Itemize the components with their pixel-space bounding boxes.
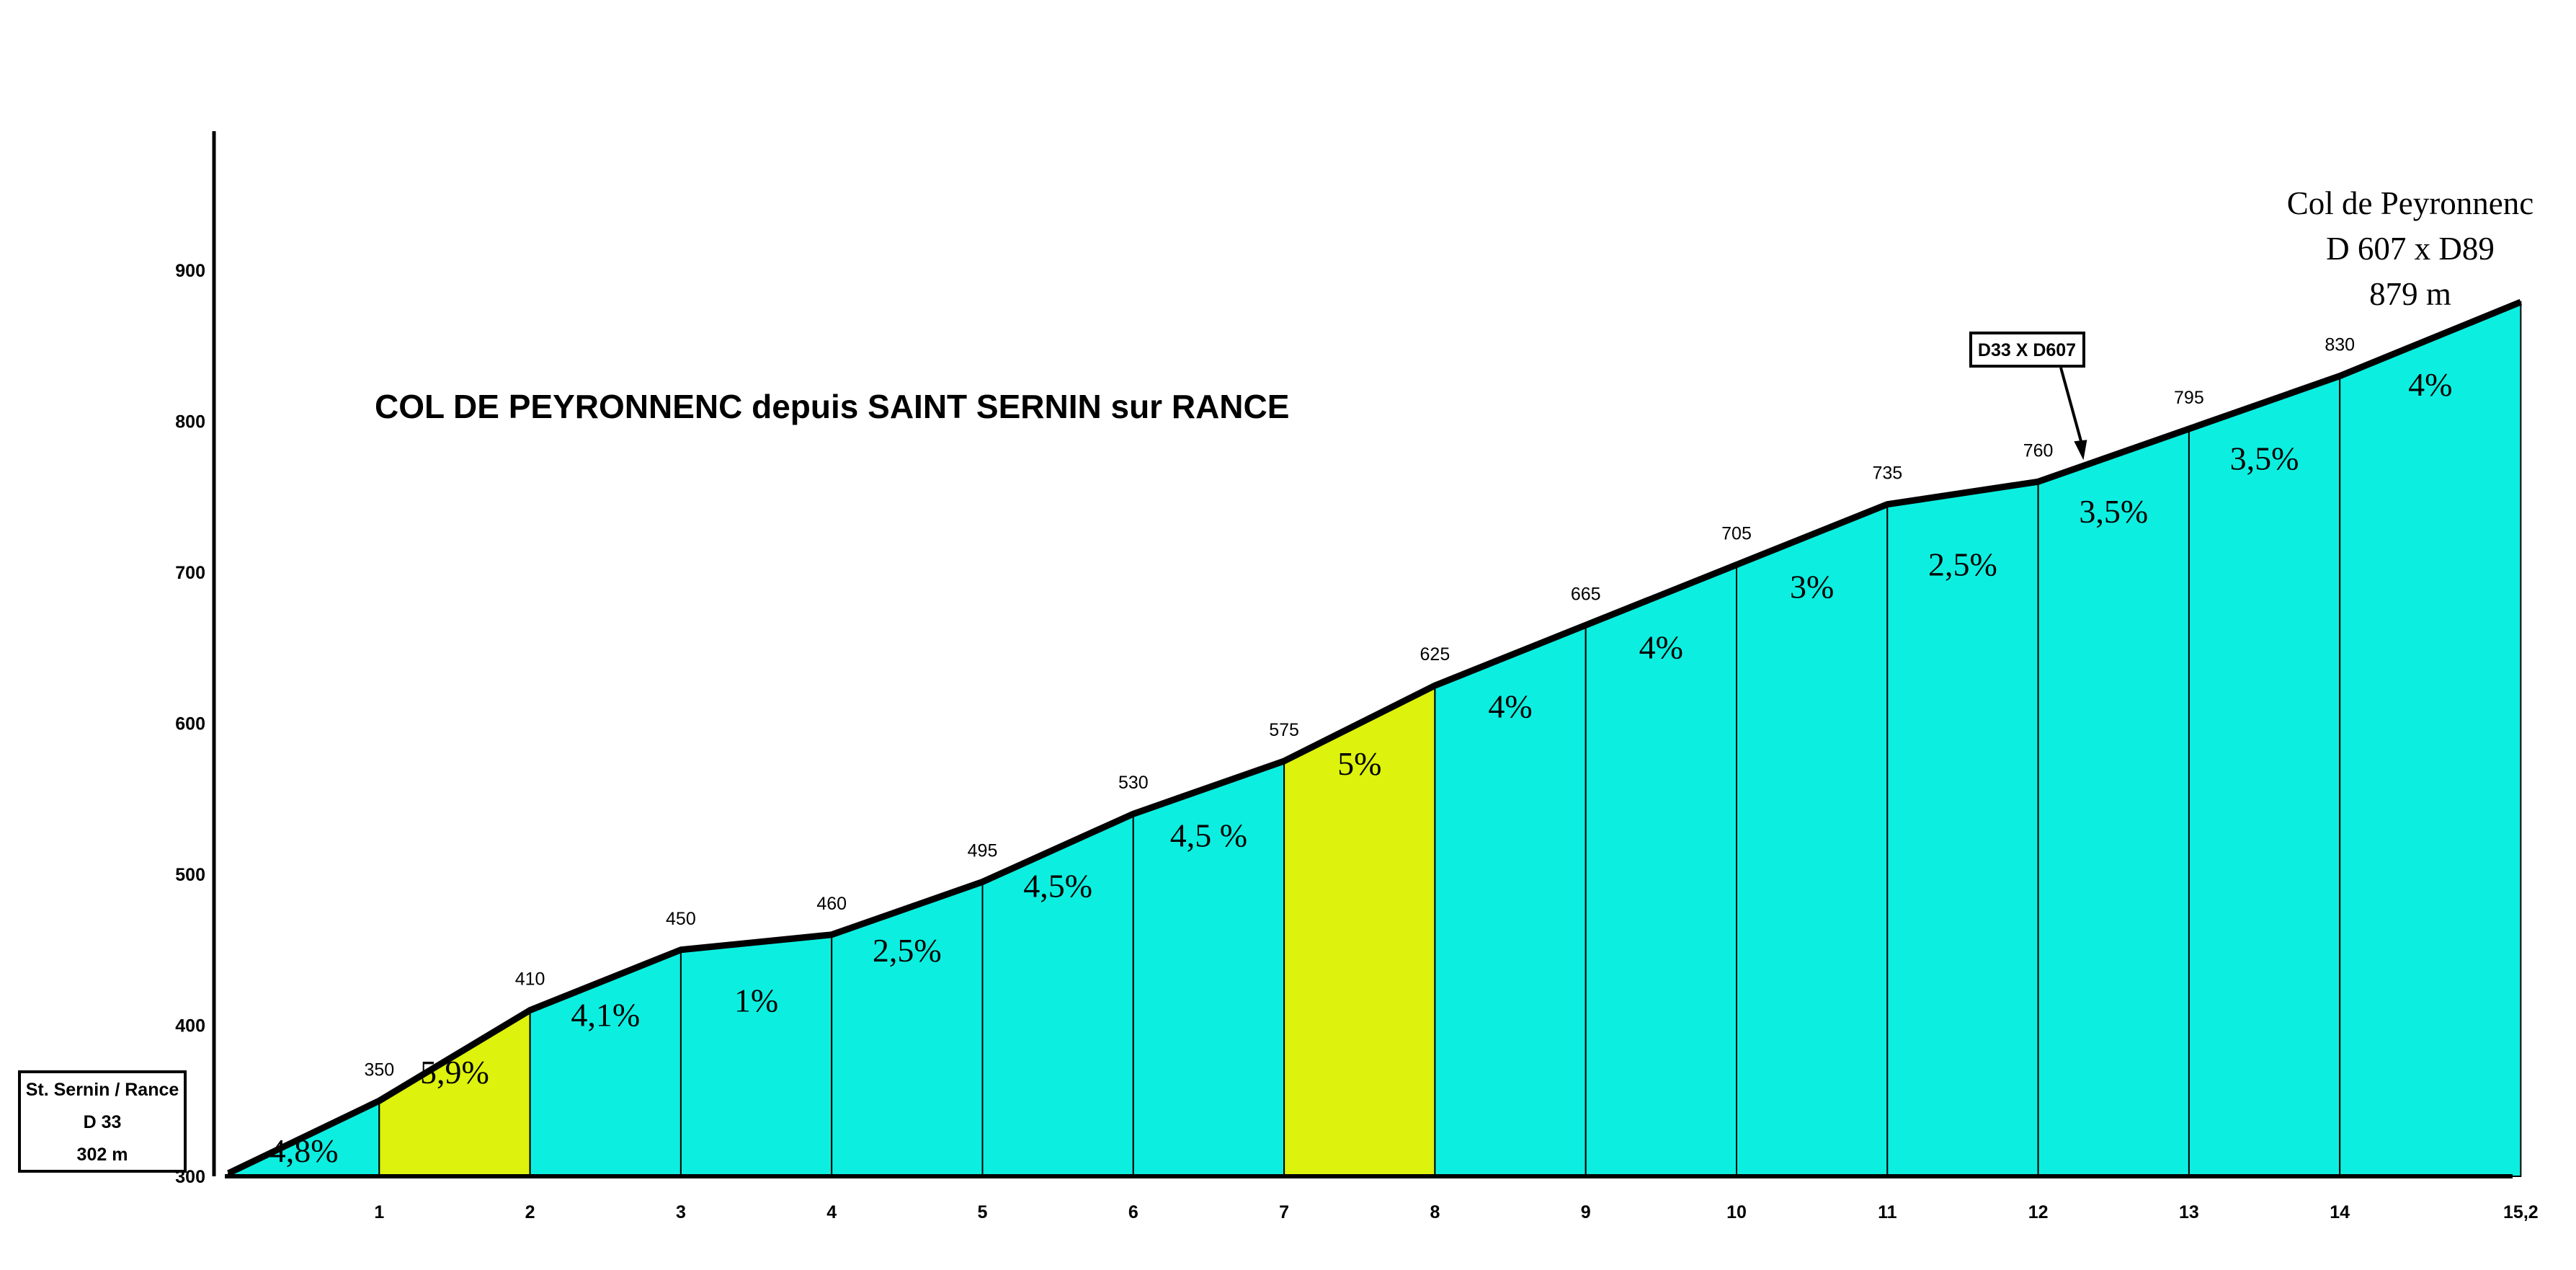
junction-label: D33 X D607 <box>1978 340 2076 360</box>
x-tick-label-3: 3 <box>676 1202 686 1222</box>
x-tick-label-14: 14 <box>2330 1202 2350 1222</box>
summit-altitude: 879 m <box>2369 276 2451 312</box>
grade-label-6: 4,5% <box>1023 867 1092 904</box>
grade-label-11: 3% <box>1790 569 1834 605</box>
profile-layer <box>227 298 2523 1176</box>
chart-title: COL DE PEYRONNENC depuis SAINT SERNIN su… <box>375 388 1289 425</box>
y-tick-label-500: 500 <box>175 865 205 885</box>
x-tick-label-9: 9 <box>1581 1202 1591 1222</box>
x-tick-label-7: 7 <box>1279 1202 1289 1222</box>
grade-label-4: 1% <box>734 982 778 1019</box>
segment-15 <box>2339 301 2522 1177</box>
grade-label-10: 4% <box>1639 629 1683 666</box>
grade-label-15: 4% <box>2408 366 2452 403</box>
x-tick-label-12: 12 <box>2028 1202 2049 1222</box>
grade-label-14: 3,5% <box>2230 440 2299 477</box>
segment-3 <box>529 949 682 1177</box>
labels-layer: 4,8% 5,9% 4,1% 1% 2,5% 4,5% 4,5 % 5% 4% 4% 3% 2,5% 3… <box>269 335 2453 1169</box>
grade-label-13: 3,5% <box>2079 493 2148 530</box>
grade-label-3: 4,1% <box>571 996 640 1033</box>
altitude-label-7: 575 <box>1269 720 1299 740</box>
start-box-frame <box>18 1070 187 1173</box>
y-tick-label-600: 600 <box>175 714 205 734</box>
grade-label-8: 5% <box>1337 745 1381 782</box>
summit-label: Col de Peyronnenc D 607 x D89 879 m <box>2287 185 2533 312</box>
start-box-road: D 33 <box>84 1112 122 1132</box>
altitude-label-3: 450 <box>666 909 696 929</box>
x-tick-label-10: 10 <box>1726 1202 1747 1222</box>
start-box: St. Sernin / Rance D 33 302 m <box>18 1070 187 1173</box>
altitude-label-9: 665 <box>1571 584 1601 604</box>
segments-layer <box>228 301 2522 1177</box>
grade-label-5: 2,5% <box>873 932 942 969</box>
altitude-label-6: 530 <box>1118 773 1149 793</box>
segment-14 <box>2188 375 2341 1177</box>
grade-label-12: 2,5% <box>1928 546 1997 582</box>
x-tick-label-13: 13 <box>2179 1202 2199 1222</box>
x-tick-label-11: 11 <box>1878 1202 1897 1222</box>
junction-box <box>1969 332 2085 368</box>
y-tick-label-800: 800 <box>175 412 205 432</box>
axes-layer <box>212 131 2513 1178</box>
ticks-layer: 1 2 3 4 5 6 7 8 9 10 11 12 13 14 15,230040050060070080… <box>175 261 2538 1222</box>
segment-12 <box>1886 481 2039 1177</box>
junction-marker: D33 X D607 <box>1969 332 2087 461</box>
y-tick-label-900: 900 <box>175 261 205 281</box>
profile-line <box>227 298 2523 1176</box>
altitude-label-2: 410 <box>515 969 545 990</box>
grade-label-1: 4,8% <box>269 1132 339 1169</box>
altitude-label-8: 625 <box>1420 644 1450 665</box>
altitude-label-13: 795 <box>2174 388 2204 408</box>
segment-13 <box>2037 427 2190 1177</box>
altitude-label-14: 830 <box>2325 335 2355 355</box>
x-tick-label-8: 8 <box>1430 1202 1440 1222</box>
x-tick-label-1: 1 <box>374 1202 384 1222</box>
altitude-label-10: 705 <box>1721 524 1752 544</box>
altitude-label-5: 495 <box>968 840 998 861</box>
start-box-altitude: 302 m <box>77 1145 128 1165</box>
start-box-place: St. Sernin / Rance <box>26 1080 179 1100</box>
altitude-label-4: 460 <box>816 894 847 914</box>
altitude-label-11: 735 <box>1872 463 1902 484</box>
x-tick-label-2: 2 <box>525 1202 535 1222</box>
grade-label-7: 4,5 % <box>1170 817 1247 854</box>
summit-name: Col de Peyronnenc <box>2287 185 2533 221</box>
x-tick-label-5: 5 <box>978 1202 988 1222</box>
grade-label-2: 5,9% <box>420 1054 489 1091</box>
segment-2 <box>378 1008 531 1177</box>
x-tick-label-4: 4 <box>826 1202 837 1222</box>
x-tick-label-15: 15,2 <box>2503 1202 2539 1222</box>
segment-4 <box>679 933 833 1177</box>
altitude-label-12: 760 <box>2023 440 2054 461</box>
summit-roads: D 607 x D89 <box>2326 231 2495 267</box>
junction-arrow-head <box>2074 440 2087 461</box>
grade-label-9: 4% <box>1488 688 1532 725</box>
y-tick-label-700: 700 <box>175 563 205 583</box>
x-tick-label-6: 6 <box>1128 1202 1138 1222</box>
y-tick-label-400: 400 <box>175 1016 205 1036</box>
altitude-label-1: 350 <box>364 1060 394 1080</box>
junction-arrow <box>2059 367 2085 450</box>
